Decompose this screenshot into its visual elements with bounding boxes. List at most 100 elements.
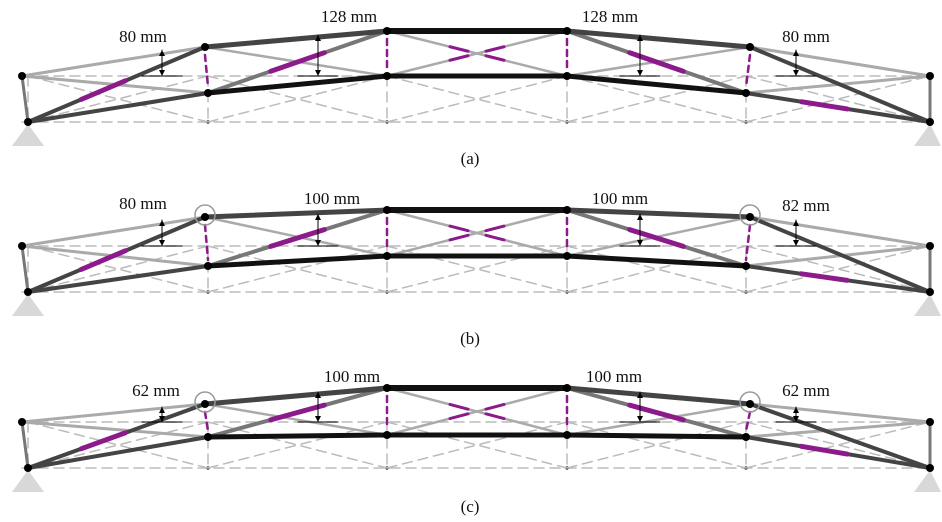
member: [748, 402, 932, 424]
member: [20, 402, 207, 424]
dimension-label: 62 mm: [132, 381, 180, 400]
arrow-head: [159, 407, 165, 413]
node: [742, 262, 750, 270]
node: [204, 433, 212, 441]
active-member: [448, 412, 470, 421]
ground-line: [745, 245, 931, 293]
member: [202, 385, 390, 407]
arrow-head: [793, 70, 799, 76]
node: [926, 118, 934, 126]
arrow-head: [315, 214, 321, 220]
arrow-head: [315, 35, 321, 41]
member: [564, 385, 753, 407]
active-member: [484, 224, 506, 233]
dimension-label: 128 mm: [582, 7, 638, 26]
highlight-circle: [194, 391, 216, 413]
active-member: [484, 233, 506, 242]
vertical-member: [203, 53, 210, 89]
node: [201, 213, 209, 221]
node: [383, 72, 391, 80]
arrow-head: [159, 416, 165, 422]
vertical-member: [203, 223, 210, 262]
active-member: [798, 99, 850, 112]
node: [383, 27, 391, 35]
truss-panel: 80 mm 128 mm 128 mm 80 mm (a): [12, 7, 941, 168]
truss-panel: 80 mm 100 mm 100 mm 82 mm (b): [12, 189, 941, 348]
active-member: [484, 45, 506, 53]
member: [565, 402, 752, 437]
node: [563, 384, 571, 392]
arrow-head: [793, 240, 799, 246]
dimension-label: 100 mm: [586, 367, 642, 386]
highlight-circle: [194, 204, 216, 226]
arrow-head: [159, 220, 165, 226]
node: [383, 384, 391, 392]
dimension-label: 80 mm: [119, 27, 167, 46]
arrow-head: [793, 50, 799, 56]
arrow-head: [159, 240, 165, 246]
support: [12, 294, 44, 316]
node: [926, 288, 934, 296]
dimension-label: 128 mm: [321, 7, 377, 26]
member: [748, 45, 932, 78]
dimension-label: 80 mm: [119, 194, 167, 213]
vertical-member: [203, 410, 210, 433]
node: [201, 43, 209, 51]
arrow-head: [637, 214, 643, 220]
active-member: [484, 412, 506, 421]
active-member: [798, 443, 850, 457]
vertical-member: [744, 223, 752, 262]
vertical-member: [744, 53, 752, 89]
ground-line: [745, 245, 931, 293]
support: [12, 124, 44, 146]
ground-line: [207, 75, 388, 123]
active-member: [268, 50, 327, 74]
member: [744, 420, 932, 439]
node: [18, 242, 26, 250]
support: [12, 470, 44, 492]
vertical-member: [744, 410, 752, 433]
ground-line: [745, 421, 931, 469]
active-member: [627, 402, 686, 423]
highlight-circle: [739, 391, 761, 413]
node: [563, 431, 571, 439]
node: [24, 118, 32, 126]
member: [564, 253, 749, 269]
member: [26, 264, 210, 294]
ground-line: [745, 421, 931, 469]
node: [383, 431, 391, 439]
active-member: [627, 227, 686, 249]
ground-line: [566, 245, 747, 293]
active-member: [448, 402, 470, 411]
active-member: [448, 233, 470, 242]
active-member: [484, 54, 506, 62]
ground-line: [386, 245, 568, 293]
ground-line: [386, 245, 568, 293]
node: [563, 27, 571, 35]
member: [202, 28, 390, 50]
active-member: [448, 45, 470, 53]
member: [748, 215, 932, 294]
member: [385, 386, 569, 437]
dimension-label: 100 mm: [592, 189, 648, 208]
member: [202, 207, 390, 220]
node: [742, 89, 750, 97]
member: [564, 73, 749, 96]
member: [203, 402, 389, 437]
support: [914, 124, 941, 146]
panel-caption: (c): [461, 497, 480, 516]
active-member: [268, 402, 327, 423]
active-member: [798, 271, 850, 283]
arrow-head: [315, 240, 321, 246]
member: [744, 244, 932, 268]
node: [746, 213, 754, 221]
member: [26, 91, 210, 124]
active-member: [484, 402, 506, 411]
arrow-head: [637, 35, 643, 41]
active-member: [448, 54, 470, 62]
active-member: [268, 227, 327, 249]
member: [20, 45, 207, 78]
panel-caption: (a): [461, 149, 480, 168]
node: [18, 72, 26, 80]
dimension-label: 80 mm: [782, 27, 830, 46]
